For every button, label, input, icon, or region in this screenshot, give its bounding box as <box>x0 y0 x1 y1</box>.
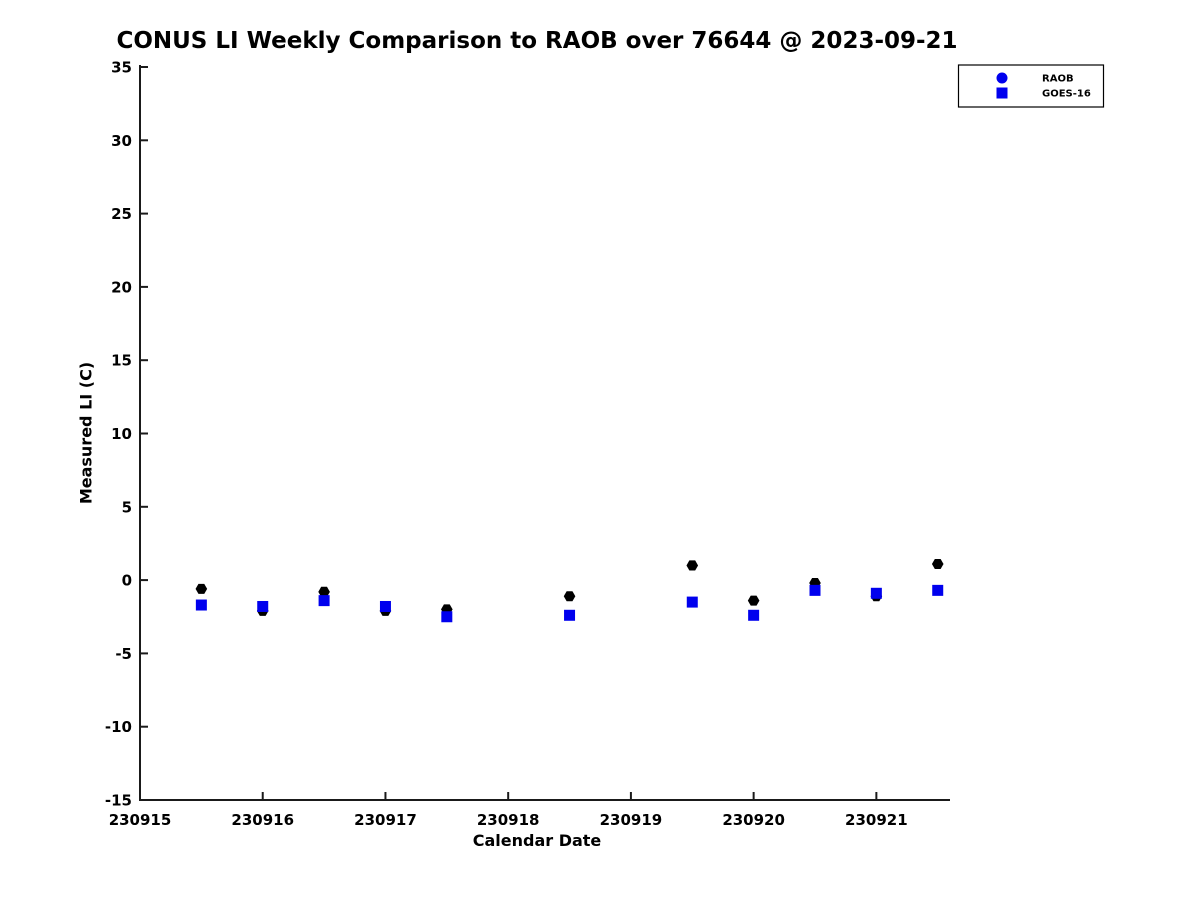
x-tick-label: 230917 <box>354 811 417 829</box>
data-point-square <box>257 600 269 612</box>
y-tick-label: 5 <box>122 498 132 516</box>
data-point-hexagon <box>747 595 760 606</box>
x-tick-label: 230919 <box>600 811 663 829</box>
x-tick-label: 230916 <box>231 811 294 829</box>
legend: RAOB GOES-16 <box>957 64 1105 108</box>
y-tick-label: -15 <box>105 792 132 810</box>
y-tick-label: 35 <box>111 59 132 77</box>
data-point-square <box>564 609 576 621</box>
y-tick-label: 10 <box>111 425 132 443</box>
legend-box <box>957 64 1105 108</box>
legend-marker-circle <box>996 72 1008 84</box>
x-axis-label: Calendar Date <box>472 831 602 850</box>
y-tick-label: 15 <box>111 352 132 370</box>
x-tick-label: 230920 <box>722 811 785 829</box>
x-tick-label: 230915 <box>109 811 172 829</box>
legend-marker-square <box>996 87 1008 99</box>
x-tick-label: 230921 <box>845 811 908 829</box>
data-point-square <box>748 609 760 621</box>
data-point-hexagon <box>563 591 576 602</box>
y-tick-label: 25 <box>111 205 132 223</box>
data-point-square <box>379 600 391 612</box>
data-point-square <box>870 587 882 599</box>
goes16-series <box>195 584 944 623</box>
data-point-square <box>809 584 821 596</box>
data-point-hexagon <box>686 560 699 571</box>
y-tick-label: -10 <box>105 718 132 736</box>
y-tick-label: 20 <box>111 278 132 296</box>
legend-label: GOES-16 <box>1042 89 1091 100</box>
data-point-hexagon <box>318 586 330 597</box>
x-tick-label: 230918 <box>477 811 540 829</box>
data-point-square <box>441 611 453 623</box>
data-point-square <box>932 584 944 596</box>
y-tick-label: -5 <box>115 645 132 663</box>
chart-title: CONUS LI Weekly Comparison to RAOB over … <box>116 28 958 54</box>
data-point-hexagon <box>195 583 208 594</box>
data-point-square <box>195 599 207 611</box>
x-axis: 230915 230916 230917 230918 230919 230920 2309… <box>109 792 908 829</box>
y-tick-label: 0 <box>122 572 132 590</box>
data-point-hexagon <box>931 558 944 569</box>
y-tick-label: 30 <box>111 132 132 150</box>
data-point-square <box>686 596 698 608</box>
legend-label: RAOB <box>1042 74 1074 85</box>
data-point-square <box>318 595 330 607</box>
y-axis: -15 -10 -5 0 5 10 15 20 25 30 35 <box>105 59 148 810</box>
raob-series <box>195 558 944 616</box>
